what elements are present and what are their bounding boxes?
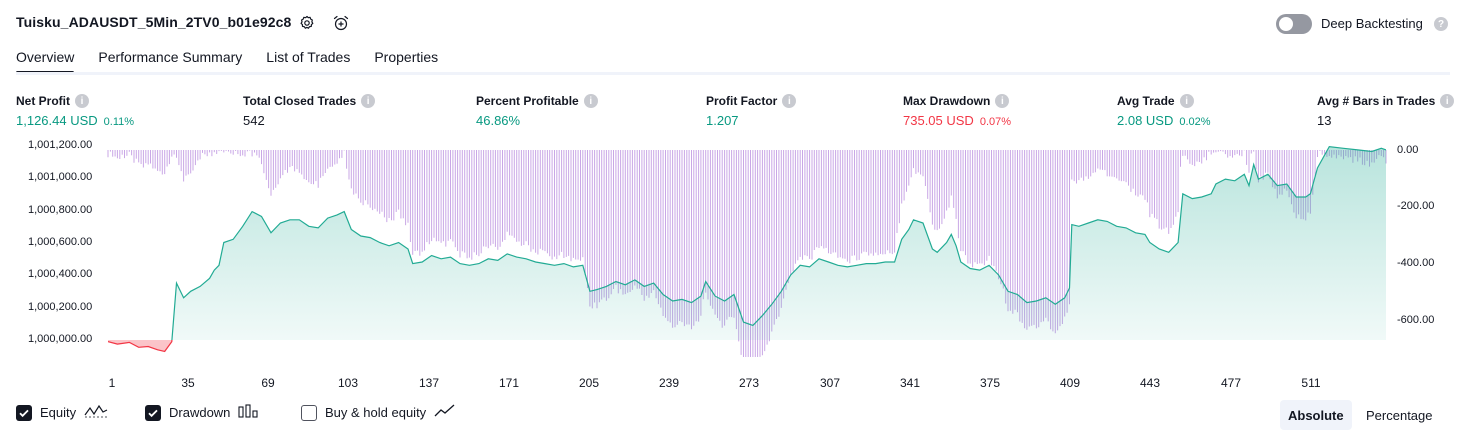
tab-properties[interactable]: Properties [374, 49, 439, 65]
x-tick: 375 [979, 376, 1001, 390]
drawdown-bars-icon [238, 404, 258, 421]
stat-percent: 0.11% [103, 116, 135, 128]
y-left-tick: 1,000,400.00 [28, 268, 93, 280]
stat-max-drawdown: Max Drawdown i 735.05 USD 0.07% [903, 94, 1011, 128]
tab-list-of-trades[interactable]: List of Trades [266, 49, 351, 65]
x-tick: 35 [181, 376, 195, 390]
x-tick: 205 [578, 376, 600, 390]
stat-label: Net Profit [16, 94, 70, 108]
alarm-clock-plus-icon[interactable] [331, 13, 351, 33]
y-left-tick: 1,000,000.00 [28, 333, 93, 345]
y-right-tick: -400.00 [1397, 257, 1435, 269]
tab-performance-summary[interactable]: Performance Summary [98, 49, 243, 65]
info-icon[interactable]: i [995, 94, 1010, 108]
x-tick: 103 [337, 376, 359, 390]
x-tick: 341 [899, 376, 921, 390]
x-tick: 239 [658, 376, 680, 390]
stat-value: 46.86% [476, 113, 521, 128]
stat-value: 542 [243, 113, 265, 128]
x-tick: 511 [1301, 376, 1321, 390]
stat-profit-factor: Profit Factor i 1.207 [706, 94, 797, 128]
y-left-tick: 1,000,600.00 [28, 236, 93, 248]
legend-buy-hold[interactable]: Buy & hold equity [301, 404, 456, 421]
gear-icon[interactable] [297, 13, 317, 33]
info-icon[interactable]: i [1440, 94, 1455, 108]
y-right-tick: 0.00 [1397, 144, 1419, 156]
y-left-tick: 1,000,200.00 [28, 301, 93, 313]
stat-value: 2.08 USD [1117, 113, 1174, 128]
strategy-title: Tuisku_ADAUSDT_5Min_2TV0_b01e92c8 [16, 14, 292, 30]
stat-percent: 0.02% [1179, 116, 1211, 128]
x-tick: 171 [498, 376, 520, 390]
equity-line [171, 145, 1386, 340]
y-left-tick: 1,000,800.00 [28, 204, 93, 216]
trend-line-icon [434, 404, 456, 421]
x-tick: 477 [1220, 376, 1242, 390]
drawdown-series [107, 150, 1387, 357]
stat-net-profit: Net Profit i 1,126.44 USD 0.11% [16, 94, 134, 128]
info-icon[interactable]: i [583, 94, 598, 108]
percentage-button[interactable]: Percentage [1366, 407, 1433, 423]
stat-total-closed-trades: Total Closed Trades i 542 [243, 94, 376, 128]
stat-avg-trade: Avg Trade i 2.08 USD 0.02% [1117, 94, 1211, 128]
checkbox-unchecked-icon[interactable] [301, 404, 317, 421]
y-left-tick: 1,001,000.00 [28, 171, 93, 183]
stat-label: Total Closed Trades [243, 94, 357, 108]
legend-drawdown[interactable]: Drawdown [145, 404, 258, 421]
stat-label: Avg # Bars in Trades [1317, 94, 1436, 108]
stat-value: 1.207 [706, 113, 739, 128]
stat-percent: 0.07% [979, 116, 1012, 128]
deep-backtesting-label: Deep Backtesting [1321, 16, 1423, 31]
help-icon[interactable]: ? [1434, 17, 1448, 31]
deep-backtesting-toggle[interactable] [1276, 14, 1312, 34]
x-tick: 307 [819, 376, 841, 390]
x-tick: 137 [418, 376, 440, 390]
stat-value: 1,126.44 USD [16, 113, 98, 128]
tab-divider [16, 72, 1450, 75]
stat-value: 735.05 USD [903, 113, 974, 128]
x-tick: 409 [1059, 376, 1081, 390]
x-tick: 69 [261, 376, 275, 390]
info-icon[interactable]: i [361, 94, 376, 108]
absolute-button[interactable]: Absolute [1280, 400, 1352, 430]
info-icon[interactable]: i [1179, 94, 1194, 108]
legend-equity[interactable]: Equity [16, 404, 108, 421]
equity-line-icon [84, 404, 108, 421]
x-tick: 1 [108, 376, 116, 390]
stat-value: 13 [1317, 113, 1332, 128]
stat-label: Avg Trade [1117, 94, 1175, 108]
y-right-tick: -200.00 [1397, 200, 1435, 212]
stat-label: Profit Factor [706, 94, 778, 108]
info-icon[interactable]: i [782, 94, 797, 108]
legend-label: Buy & hold equity [325, 405, 427, 420]
y-left-tick: 1,001,200.00 [28, 139, 93, 151]
x-tick: 443 [1139, 376, 1161, 390]
x-tick: 273 [738, 376, 760, 390]
stat-label: Max Drawdown [903, 94, 991, 108]
info-icon[interactable]: i [75, 94, 89, 108]
y-right-tick: -600.00 [1397, 314, 1435, 326]
legend-label: Drawdown [169, 405, 231, 420]
stat-label: Percent Profitable [476, 94, 579, 108]
checkbox-checked-icon[interactable] [145, 404, 161, 421]
stat-percent-profitable: Percent Profitable i 46.86% [476, 94, 598, 128]
checkbox-checked-icon[interactable] [16, 404, 32, 421]
stat-avg-bars-in-trades: Avg # Bars in Trades i 13 [1317, 94, 1455, 128]
toggle-knob [1279, 17, 1293, 31]
legend-label: Equity [40, 405, 77, 420]
equity-area [108, 146, 1386, 340]
